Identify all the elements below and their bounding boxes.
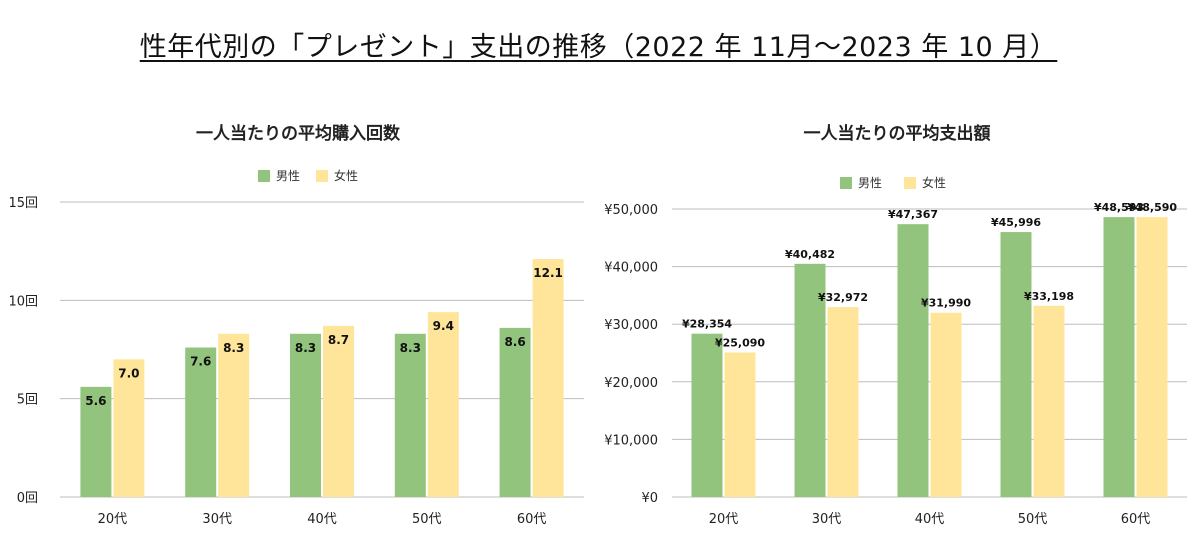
bar-male <box>897 224 929 497</box>
legend-swatch-female <box>316 170 328 182</box>
x-category-label: 40代 <box>307 512 337 527</box>
x-category-label: 60代 <box>1121 512 1151 527</box>
y-tick-label: ¥30,000 <box>604 318 658 333</box>
bar-female <box>724 352 756 497</box>
data-label: ¥32,972 <box>818 291 868 304</box>
bar-male <box>691 333 723 497</box>
x-category-label: 40代 <box>915 512 945 527</box>
legend-label-female: 女性 <box>922 175 946 190</box>
data-label: 5.6 <box>85 394 106 408</box>
x-category-label: 30代 <box>202 512 232 527</box>
data-label: 8.3 <box>223 341 244 355</box>
data-label: 8.3 <box>400 341 421 355</box>
bar-male <box>394 333 426 497</box>
y-tick-label: ¥20,000 <box>604 376 658 391</box>
y-tick-label: ¥40,000 <box>604 261 658 276</box>
y-tick-label: 5回 <box>17 393 38 408</box>
x-category-label: 50代 <box>412 512 442 527</box>
data-label: ¥28,354 <box>682 318 732 331</box>
data-label: ¥48,593 <box>1094 201 1144 214</box>
legend-swatch-male <box>258 170 270 182</box>
bar-female <box>532 259 564 497</box>
bar-male <box>794 263 826 497</box>
bar-female <box>113 359 145 497</box>
x-category-label: 60代 <box>517 512 547 527</box>
data-label: 7.0 <box>118 366 139 380</box>
bar-female <box>427 312 459 497</box>
chart-title: 一人当たりの平均購入回数 <box>196 123 401 144</box>
bar-female <box>1136 217 1168 498</box>
chart-title: 一人当たりの平均支出額 <box>804 123 991 144</box>
legend-swatch-male <box>840 177 852 189</box>
y-tick-label: ¥0 <box>641 491 658 506</box>
data-label: ¥33,198 <box>1024 290 1074 303</box>
x-category-label: 50代 <box>1018 512 1048 527</box>
data-label: 7.6 <box>190 355 211 369</box>
x-category-label: 20代 <box>709 512 739 527</box>
bar-male <box>290 333 321 497</box>
data-label: 8.3 <box>295 341 316 355</box>
data-label: ¥40,482 <box>785 248 835 261</box>
legend-swatch-female <box>904 177 916 189</box>
x-category-label: 20代 <box>98 512 128 527</box>
data-label: 12.1 <box>533 266 563 280</box>
bar-male <box>185 347 217 497</box>
bar-female <box>1033 305 1065 497</box>
x-category-label: 30代 <box>812 512 842 527</box>
legend-label-male: 男性 <box>858 176 882 190</box>
data-label: ¥45,996 <box>991 216 1041 229</box>
bar-female <box>323 325 354 497</box>
legend-label-female: 女性 <box>334 168 358 183</box>
data-label: ¥31,990 <box>921 297 971 310</box>
data-label: 9.4 <box>433 319 454 333</box>
y-tick-label: 15回 <box>8 196 38 211</box>
data-label: ¥47,367 <box>888 208 938 221</box>
y-tick-label: 0回 <box>17 491 38 506</box>
data-label: 8.7 <box>328 333 349 347</box>
y-tick-label: ¥50,000 <box>604 203 658 218</box>
y-tick-label: ¥10,000 <box>604 433 658 448</box>
bar-male <box>499 327 531 497</box>
bar-female <box>827 307 859 497</box>
y-tick-label: 10回 <box>8 294 38 309</box>
data-label: ¥25,090 <box>715 336 765 349</box>
bar-female <box>218 333 250 497</box>
page-title-text: 性年代別の「プレゼント」支出の推移（2022 年 11月～2023 年 10 月… <box>139 32 1058 63</box>
legend-label-male: 男性 <box>276 169 300 183</box>
bar-male <box>1000 232 1032 497</box>
data-label: ¥48,590 <box>1127 201 1177 214</box>
data-label: 8.6 <box>504 335 525 349</box>
bar-male <box>80 386 112 497</box>
bar-female <box>930 312 962 497</box>
bar-male <box>1103 217 1135 498</box>
page-title: 性年代別の「プレゼント」支出の推移（2022 年 11月～2023 年 10 月… <box>0 28 1197 68</box>
